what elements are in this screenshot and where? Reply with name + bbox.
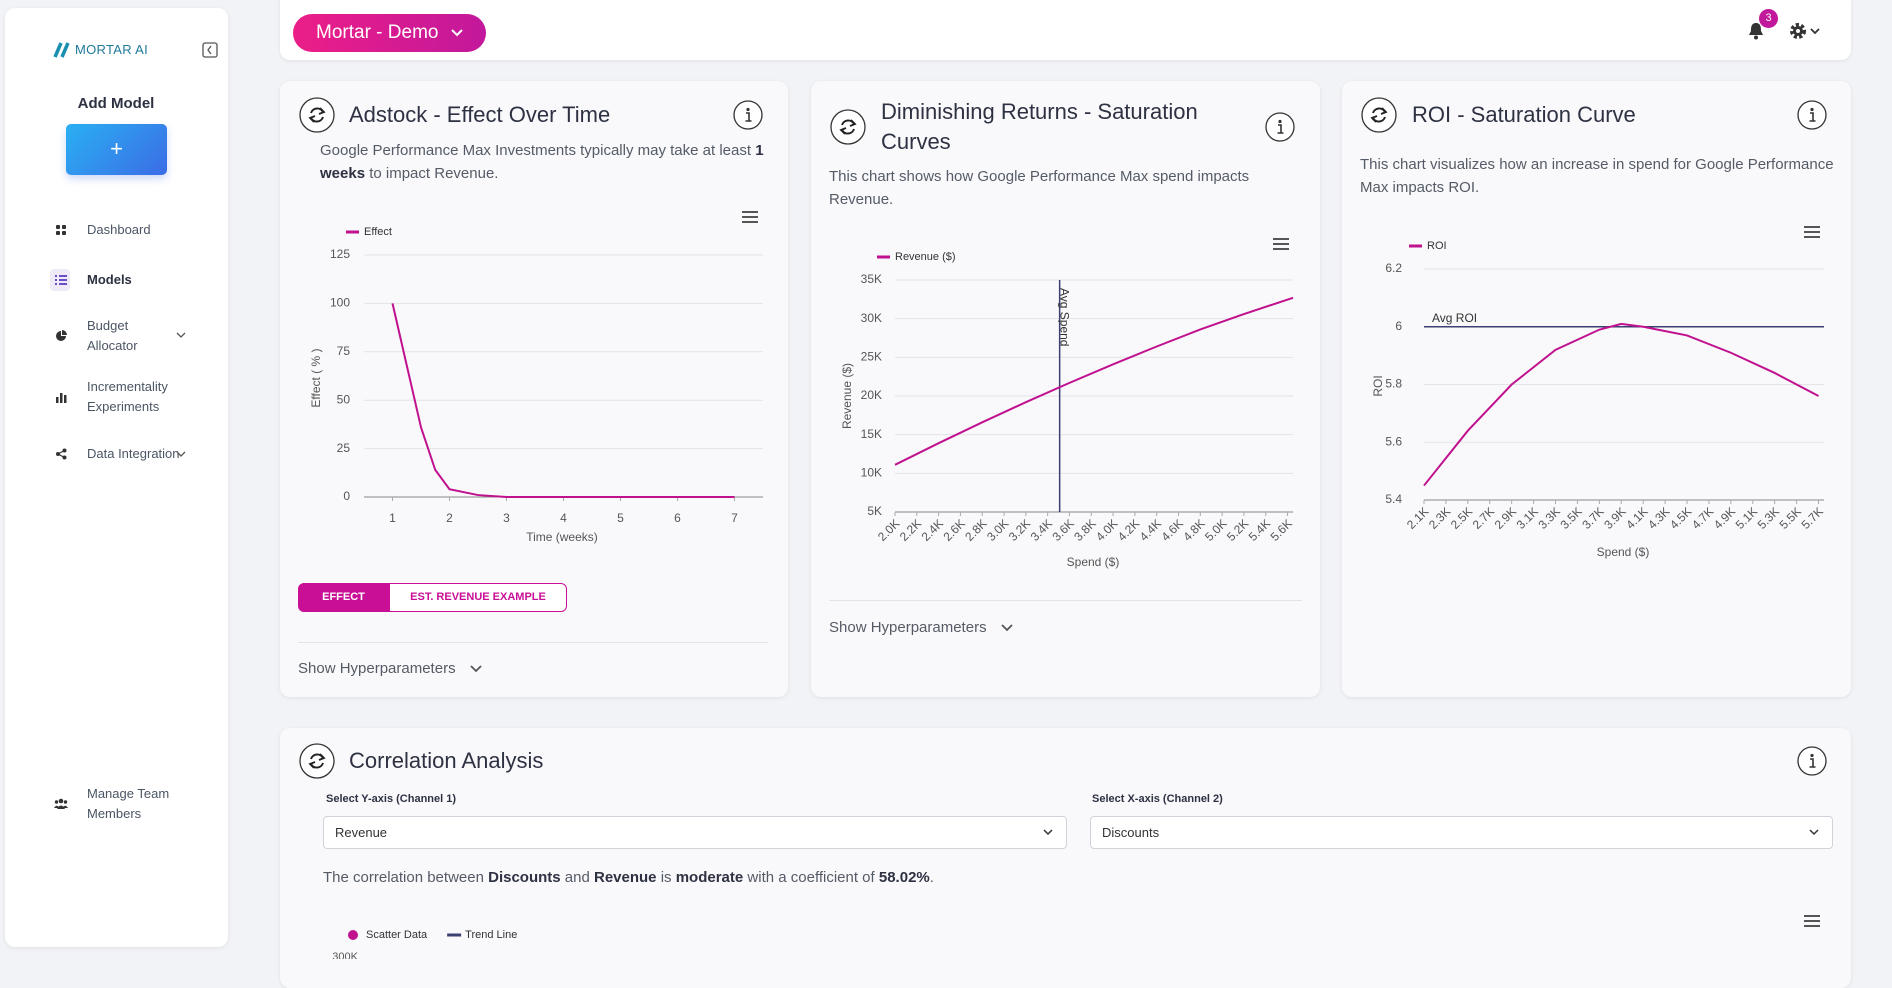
text: This chart shows how Google Performance … — [829, 168, 1250, 208]
divider — [298, 642, 768, 643]
chevron[interactable] — [176, 331, 186, 339]
nav-item[interactable]: Incrementality Experiments — [87, 379, 168, 414]
nav-item[interactable]: Budget Allocator — [87, 318, 138, 353]
nav-item[interactable]: Manage Team Members — [87, 786, 170, 821]
chevron — [1809, 829, 1819, 836]
text: 1 weeks — [320, 142, 764, 182]
divider — [829, 600, 1302, 601]
budget-icon — [56, 330, 67, 341]
settings-button[interactable] — [1788, 21, 1824, 41]
text: with a coefficient of — [743, 869, 879, 886]
experiments-icon — [56, 393, 67, 403]
toggle-button[interactable]: EST. REVENUE EXAMPLE — [389, 583, 567, 612]
text: . — [929, 869, 934, 886]
chevron — [1001, 624, 1013, 632]
nav-item[interactable]: Models — [87, 272, 132, 287]
top-bar — [280, 0, 1851, 60]
nav-item[interactable]: Dashboard — [87, 222, 151, 237]
hyperparameters-toggle[interactable]: Show Hyperparameters — [298, 660, 456, 677]
add-model-label: Add Model — [77, 95, 155, 112]
dashboard-icon — [56, 225, 66, 235]
workspace-name: Mortar - Demo — [316, 22, 439, 43]
correlation-sentence: The correlation between Discounts and Re… — [323, 866, 934, 889]
text: This chart visualizes how an increase in… — [1360, 156, 1834, 196]
x-select[interactable]: Discounts — [1090, 816, 1833, 849]
text: and — [560, 869, 594, 886]
text: to impact Revenue. — [365, 165, 499, 182]
text: Discounts — [488, 869, 561, 886]
models-icon — [55, 275, 67, 285]
chevron — [470, 665, 482, 673]
add-model-button[interactable]: + — [66, 124, 167, 175]
chevron — [1043, 829, 1053, 836]
text: 58.02% — [878, 869, 930, 886]
card-description: This chart visualizes how an increase in… — [1360, 153, 1840, 199]
text: is — [656, 869, 676, 886]
text: moderate — [675, 869, 744, 886]
card-description: This chart shows how Google Performance … — [829, 165, 1289, 211]
card-description: Google Performance Max Investments typic… — [320, 139, 770, 185]
text: Google Performance Max Investments typic… — [320, 142, 756, 159]
y-select[interactable]: Revenue — [323, 816, 1067, 849]
card-title: Diminishing Returns - Saturation Curves — [881, 99, 1198, 154]
integration-icon — [56, 448, 67, 460]
toggle-button[interactable]: EFFECT — [298, 583, 389, 612]
chevron — [451, 29, 463, 37]
bell-icon[interactable] — [1747, 21, 1765, 41]
logo-icon — [53, 42, 70, 58]
select-label: Select X-axis (Channel 2) — [1092, 793, 1223, 805]
logo: MORTAR AI — [75, 42, 149, 57]
team-icon — [54, 798, 68, 809]
card-title: ROI - Saturation Curve — [1412, 102, 1636, 127]
card-title: Adstock - Effect Over Time — [349, 102, 611, 127]
correlation-card — [280, 728, 1851, 988]
card-title: Correlation Analysis — [349, 748, 544, 773]
text: The correlation between — [323, 869, 489, 886]
collapse-button[interactable] — [202, 42, 218, 58]
nav-item[interactable]: Data Integration — [87, 446, 180, 461]
select-label: Select Y-axis (Channel 1) — [326, 793, 457, 805]
hyperparameters-toggle[interactable]: Show Hyperparameters — [829, 619, 987, 636]
text: Revenue — [594, 869, 657, 886]
notification-badge: 3 — [1759, 9, 1778, 28]
chevron[interactable] — [176, 450, 186, 458]
page: MORTAR AI Add Model + Dashboard Models B… — [5, 0, 1851, 959]
